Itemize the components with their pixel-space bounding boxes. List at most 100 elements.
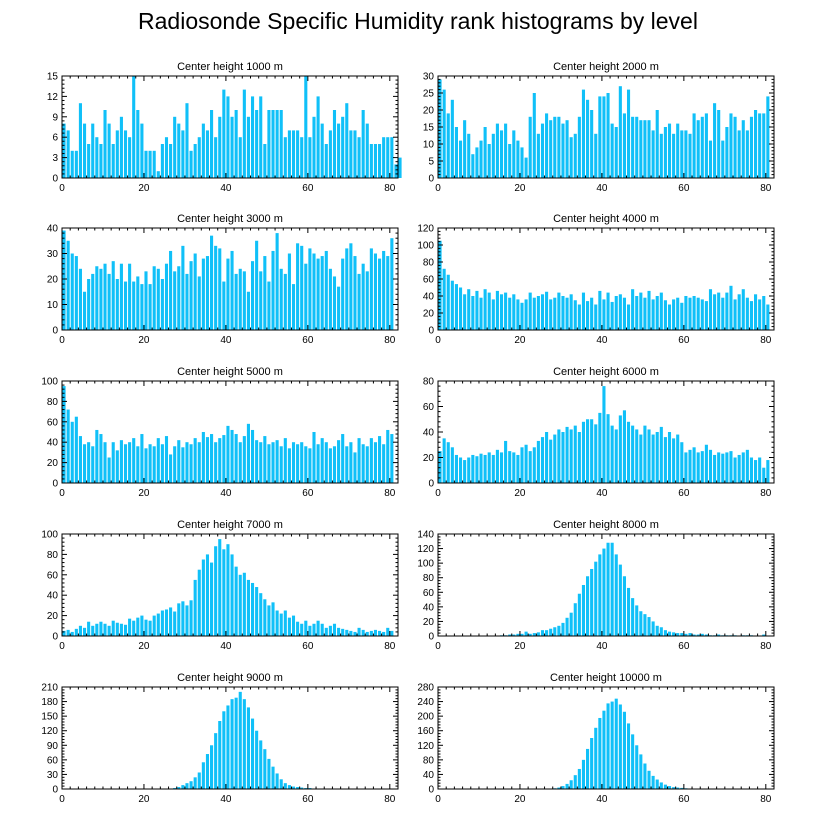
bar xyxy=(622,410,626,483)
bar xyxy=(267,281,271,330)
bar xyxy=(733,457,737,483)
bar xyxy=(230,429,234,483)
x-tick-label: 40 xyxy=(596,488,608,499)
bar xyxy=(700,299,704,330)
bar xyxy=(136,617,140,636)
bar xyxy=(495,290,499,330)
bar xyxy=(467,289,471,330)
bar xyxy=(210,110,214,178)
y-tick-label: 120 xyxy=(417,224,434,235)
bar xyxy=(62,386,66,483)
bar xyxy=(516,633,520,636)
bar xyxy=(103,263,107,330)
bar xyxy=(263,144,267,178)
bar xyxy=(655,625,659,636)
bar xyxy=(557,625,561,636)
bar xyxy=(766,460,770,483)
bar xyxy=(246,707,250,789)
x-tick-label: 0 xyxy=(435,183,441,194)
bar xyxy=(655,779,659,789)
bar xyxy=(382,631,386,636)
bar xyxy=(696,120,700,178)
bar xyxy=(573,603,577,636)
x-tick-label: 0 xyxy=(59,488,65,499)
bar xyxy=(320,438,324,483)
bar xyxy=(495,123,499,178)
y-tick-label: 80 xyxy=(47,550,59,561)
bar xyxy=(475,147,479,178)
bar xyxy=(667,123,672,178)
bar xyxy=(353,130,357,178)
bar xyxy=(242,271,246,330)
bar xyxy=(263,256,267,330)
bar xyxy=(230,250,234,330)
bar xyxy=(573,425,577,483)
bar xyxy=(622,297,626,330)
bar xyxy=(672,438,676,483)
bar xyxy=(454,127,458,178)
y-tick-label: 30 xyxy=(47,249,59,260)
x-tick-label: 60 xyxy=(302,488,314,499)
bar xyxy=(663,300,667,330)
plot-frame xyxy=(61,380,399,484)
x-tick-label: 40 xyxy=(220,641,232,652)
bar xyxy=(214,137,218,178)
bar xyxy=(148,444,152,483)
bar xyxy=(565,426,569,483)
bar xyxy=(205,256,210,330)
bar xyxy=(197,569,201,636)
panel-title: Center height 10000 m xyxy=(550,672,662,684)
bar xyxy=(635,116,639,178)
bar xyxy=(91,123,95,178)
bar xyxy=(82,627,87,636)
bar xyxy=(631,289,635,330)
y-tick-label: 30 xyxy=(47,770,59,781)
bar xyxy=(82,123,87,178)
y-tick-label: 20 xyxy=(47,458,59,469)
x-tick-label: 20 xyxy=(138,183,150,194)
bar xyxy=(594,727,598,789)
bar xyxy=(450,280,454,330)
bar xyxy=(606,292,610,330)
bar xyxy=(390,238,394,330)
bar xyxy=(82,444,87,483)
bar xyxy=(119,263,123,330)
bar xyxy=(680,442,684,483)
bar xyxy=(667,631,672,636)
bar xyxy=(152,446,156,483)
bar xyxy=(672,133,676,178)
y-tick-label: 40 xyxy=(423,428,435,439)
bar xyxy=(136,110,140,178)
bar xyxy=(373,253,378,330)
bar xyxy=(332,276,337,330)
bar xyxy=(524,299,528,330)
bar xyxy=(169,250,173,330)
y-tick-label: 60 xyxy=(423,275,435,286)
y-tick-label: 80 xyxy=(47,397,59,408)
bar xyxy=(111,261,115,330)
bar xyxy=(337,123,341,178)
bar xyxy=(471,154,475,178)
bar xyxy=(189,261,193,330)
bar xyxy=(618,86,622,178)
bar xyxy=(222,89,226,178)
bar xyxy=(663,784,667,789)
y-tick-label: 80 xyxy=(423,755,435,766)
bar xyxy=(676,123,680,178)
bar xyxy=(279,268,283,330)
histogram-panel-9: Center height 9000 m 0 20 40 60 80 0 30 60 90 120 1… xyxy=(41,672,399,805)
bar xyxy=(181,130,185,178)
histogram-panel-8: Center height 8000 m 0 20 40 60 80 0 20 40 60 80 10… xyxy=(417,519,775,652)
bar xyxy=(132,76,136,178)
bar xyxy=(361,263,365,330)
y-tick-label: 12 xyxy=(47,92,59,103)
y-tick-label: 60 xyxy=(47,570,59,581)
bar xyxy=(590,110,594,178)
bar xyxy=(82,291,87,330)
bar xyxy=(95,429,99,483)
bar xyxy=(386,627,390,636)
bar xyxy=(185,783,189,789)
bar xyxy=(218,438,222,483)
bar xyxy=(99,144,103,178)
bar xyxy=(177,123,181,178)
